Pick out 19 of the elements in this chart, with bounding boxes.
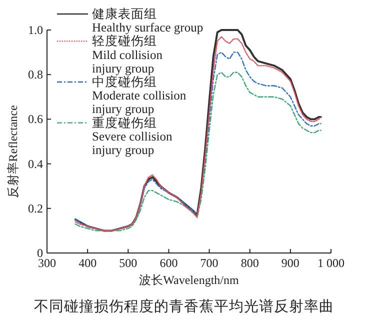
y-axis-title: 反射率Reflectance: [6, 105, 20, 198]
x-tick-label: 500: [119, 256, 138, 270]
x-tick-label: 600: [160, 256, 178, 270]
y-tick-label: 0.2: [28, 201, 43, 216]
x-tick-label: 700: [200, 256, 218, 270]
x-tick-label: 400: [78, 256, 97, 270]
legend-label: 轻度碰伤组 Mild collision injury group: [92, 33, 164, 76]
text: 不同碰撞损伤程度的青香蕉平均光谱反射率曲: [34, 298, 334, 315]
legend-label: 重度碰伤组 Severe collision injury group: [92, 114, 173, 157]
x-axis-title: 波长Wavelength/nm: [139, 273, 240, 287]
y-tick-label: 0.4: [28, 156, 43, 171]
x-tick-label: 900: [281, 256, 300, 270]
legend-label: 健康表面组 Healthy surface group: [92, 7, 204, 35]
y-tick-label: 0.6: [28, 112, 43, 126]
y-tick-label: 1.0: [28, 23, 43, 37]
x-tick-label: 800: [240, 256, 259, 270]
legend-label: 中度碰伤组 Moderate collision injury group: [92, 74, 187, 116]
y-tick-label: 0.8: [28, 68, 43, 82]
x-tick-label: 1 000: [318, 256, 344, 270]
